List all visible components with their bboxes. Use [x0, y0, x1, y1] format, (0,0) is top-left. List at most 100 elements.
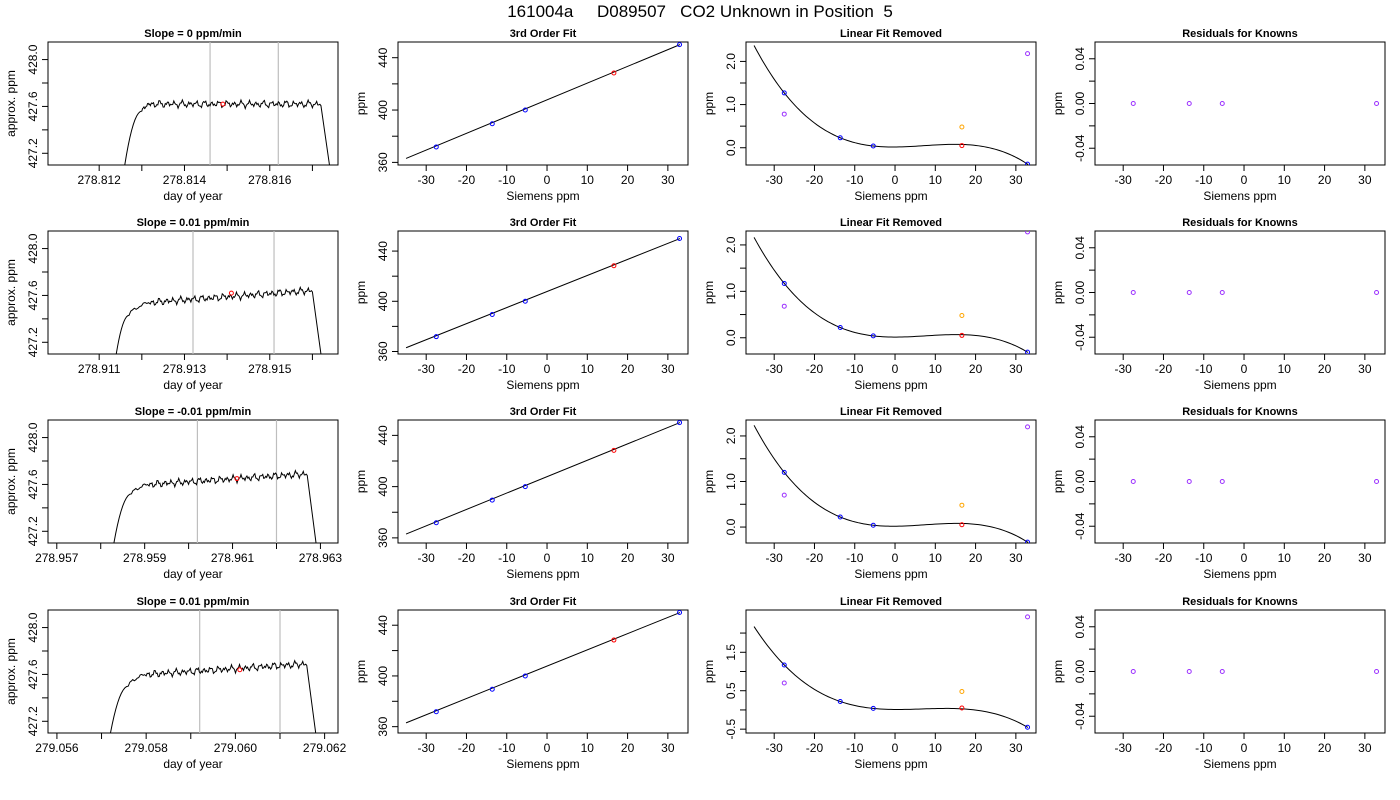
chart-panel-r0-c1: 3rd Order Fit Siemens ppm ppm -30 -20 -10 0 10 2…	[354, 28, 689, 203]
y-tick-label: 428.0	[26, 612, 40, 642]
y-tick-label: 400	[376, 100, 390, 120]
y-tick-label: 2.0	[724, 53, 738, 70]
x-tick-label: -20	[1155, 362, 1173, 376]
data-point-violet	[1025, 51, 1031, 57]
data-point-known	[837, 325, 843, 331]
data-point-violet	[781, 303, 787, 309]
chart-panel-r2-c3: Residuals for Knowns Siemens ppm ppm -30 -20…	[1051, 406, 1386, 581]
x-tick-label: 10	[1278, 741, 1292, 755]
plot-frame	[397, 41, 689, 166]
y-tick-label: -0.5	[724, 718, 738, 739]
data-point-orange	[959, 312, 965, 318]
x-tick-label: 0	[1241, 551, 1248, 565]
plot-frame	[397, 609, 689, 734]
data-point-known	[677, 236, 683, 242]
panel-title: Linear Fit Removed	[840, 406, 942, 418]
plot-frame	[1094, 41, 1386, 166]
y-axis-label: ppm	[702, 660, 716, 683]
data-point-known	[489, 497, 495, 503]
plot-area	[115, 231, 322, 354]
x-tick-label: 20	[621, 362, 635, 376]
x-tick-label: 30	[1358, 741, 1372, 755]
x-tick-label: 279.060	[214, 741, 258, 755]
data-trace-line	[113, 469, 317, 543]
data-point-orange	[959, 502, 965, 508]
data-point-unknown	[959, 522, 965, 528]
chart-panel-r3-c1: 3rd Order Fit Siemens ppm ppm -30 -20 -10 0 10 2…	[354, 596, 689, 771]
y-axis-label: ppm	[354, 92, 368, 115]
y-tick-label: -0.04	[1073, 702, 1087, 730]
data-point-known	[677, 420, 683, 426]
data-point-unknown	[959, 705, 965, 711]
x-tick-label: 10	[581, 362, 595, 376]
x-tick-label: -30	[766, 362, 784, 376]
x-tick-label: 0	[1241, 362, 1248, 376]
data-point-orange	[959, 688, 965, 694]
x-tick-label: 10	[1278, 551, 1292, 565]
x-tick-label: 30	[661, 741, 675, 755]
x-tick-label: -30	[1115, 551, 1133, 565]
panel-title: Slope = 0 ppm/min	[144, 28, 242, 40]
x-tick-label: 278.814	[163, 173, 207, 187]
y-tick-label: 2.0	[724, 236, 738, 253]
data-point-known	[870, 143, 876, 149]
x-tick-label: 278.913	[163, 362, 207, 376]
x-tick-label: 30	[1358, 362, 1372, 376]
x-tick-label: 30	[661, 362, 675, 376]
y-axis-label: ppm	[354, 470, 368, 493]
x-tick-label: 30	[1009, 741, 1023, 755]
plot-frame	[47, 609, 339, 734]
data-point-violet	[1374, 101, 1380, 106]
y-tick-label: 2.0	[724, 427, 738, 444]
data-point-unknown	[959, 143, 965, 149]
x-tick-label: -30	[766, 551, 784, 565]
x-axis-label: Siemens ppm	[854, 567, 927, 581]
data-point-violet	[1186, 290, 1192, 295]
y-tick-label: 427.2	[26, 706, 40, 736]
x-tick-label: 20	[621, 551, 635, 565]
y-tick-label: 360	[376, 528, 390, 548]
chart-panel-r1-c2: Linear Fit Removed Siemens ppm ppm -30 -20 -1…	[702, 217, 1037, 392]
x-tick-label: -30	[418, 362, 436, 376]
y-tick-label: 0.0	[724, 139, 738, 156]
data-point-known	[1025, 349, 1031, 354]
x-tick-label: -10	[498, 551, 516, 565]
panel-title: Residuals for Knowns	[1182, 596, 1298, 608]
x-tick-label: 0	[892, 362, 899, 376]
panel-title: Residuals for Knowns	[1182, 406, 1298, 418]
data-point-known	[433, 709, 439, 715]
y-tick-label: 427.2	[26, 327, 40, 357]
y-tick-label: 1.0	[724, 283, 738, 300]
data-point-known	[522, 484, 528, 490]
plot-area	[753, 424, 1031, 543]
x-tick-label: 10	[581, 551, 595, 565]
y-tick-label: 0.00	[1073, 659, 1087, 683]
x-tick-label: 279.058	[124, 741, 168, 755]
x-axis-label: day of year	[163, 567, 222, 581]
y-tick-label: 0.04	[1073, 615, 1087, 639]
data-point-known	[522, 298, 528, 304]
y-tick-label: 427.2	[26, 516, 40, 546]
plot-area	[753, 231, 1031, 354]
y-axis-label: ppm	[702, 281, 716, 304]
data-point-known	[870, 333, 876, 339]
y-axis-label: ppm	[1051, 92, 1065, 115]
data-point-violet	[1374, 669, 1380, 674]
y-tick-label: 400	[376, 666, 390, 686]
fit-curve	[753, 425, 1029, 543]
x-axis-label: Siemens ppm	[506, 189, 579, 203]
x-tick-label: -20	[458, 741, 476, 755]
panel-title: Residuals for Knowns	[1182, 28, 1298, 40]
y-tick-label: 1.0	[724, 473, 738, 490]
chart-panel-r3-c2: Linear Fit Removed Siemens ppm ppm -30 -20 -1…	[702, 596, 1037, 771]
x-tick-label: 20	[969, 741, 983, 755]
x-tick-label: -10	[1195, 173, 1213, 187]
x-axis-label: Siemens ppm	[506, 567, 579, 581]
x-tick-label: 0	[544, 741, 551, 755]
x-tick-label: 10	[1278, 362, 1292, 376]
data-trace-line	[109, 659, 317, 733]
y-axis-label: ppm	[1051, 660, 1065, 683]
x-tick-label: -30	[1115, 362, 1133, 376]
x-tick-label: -30	[418, 173, 436, 187]
chart-panel-r2-c0: Slope = -0.01 ppm/min day of year approx. …	[4, 406, 342, 581]
